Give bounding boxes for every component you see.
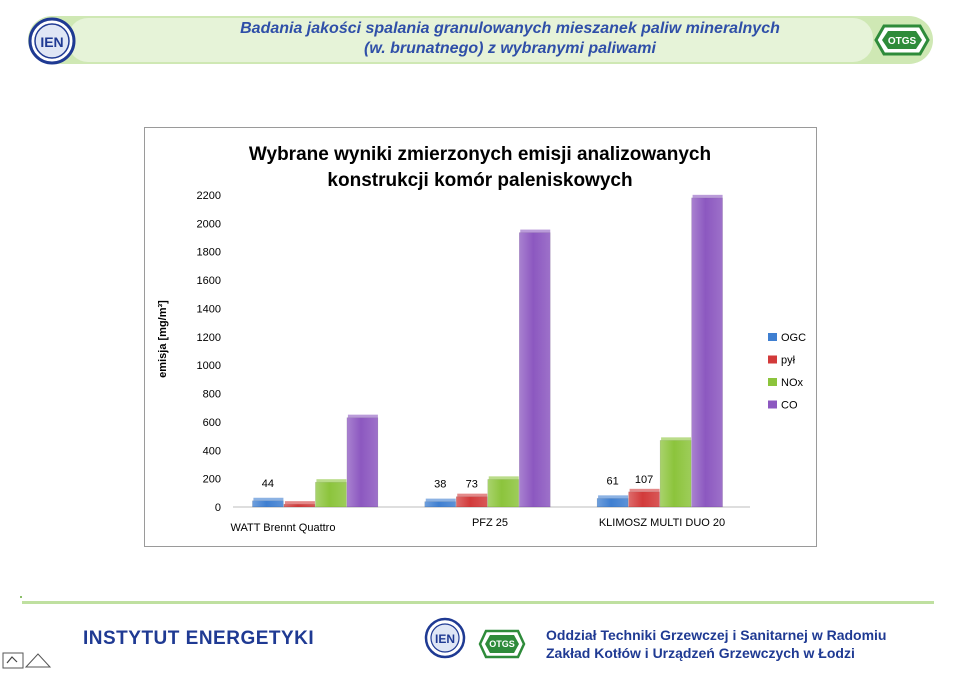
decorative-dot — [20, 596, 22, 598]
bar-top-co-1 — [520, 229, 551, 233]
chart-title-line1: Wybrane wyniki zmierzonych emisji analiz… — [249, 144, 711, 165]
chart-title-line2: konstrukcji komór paleniskowych — [327, 170, 632, 191]
bar-top-ogc-1 — [425, 498, 456, 502]
legend-label-nox: NOx — [781, 377, 804, 389]
bar-top-co-2 — [692, 194, 723, 198]
header-band — [28, 16, 933, 64]
y-tick-label: 200 — [203, 474, 221, 486]
bar-ogc-0 — [252, 500, 284, 508]
y-tick-label: 400 — [203, 445, 221, 457]
footer-divider — [22, 601, 934, 604]
ien-logo-icon: IEN — [28, 17, 76, 65]
legend-swatch-nox — [768, 378, 777, 386]
otgs-logo-icon: OTGS — [874, 24, 930, 56]
legend-swatch-ogc — [768, 333, 777, 341]
y-tick-label: 600 — [203, 417, 221, 429]
emission-bar-chart: Wybrane wyniki zmierzonych emisji analiz… — [157, 144, 806, 534]
bar-ogc-1 — [424, 501, 456, 508]
footer-ien-logo-text: IEN — [435, 632, 455, 646]
bar-ogc-2 — [596, 498, 629, 508]
data-label-pył-1: 73 — [466, 479, 478, 491]
bar-pył-0 — [283, 503, 316, 508]
bar-pył-1 — [456, 496, 488, 508]
y-tick-label: 1200 — [197, 332, 221, 344]
bar-top-pył-2 — [629, 488, 660, 492]
bar-top-nox-0 — [316, 479, 347, 483]
y-tick-label: 1600 — [197, 275, 221, 287]
footer-institute-name: INSTYTUT ENERGETYKI — [83, 628, 315, 649]
slide-title-line1: Badania jakości spalania granulowanych m… — [240, 20, 780, 37]
y-tick-label: 1400 — [197, 303, 221, 315]
bar-co-2 — [691, 197, 723, 508]
y-tick-label: 1800 — [197, 247, 221, 259]
bar-top-nox-1 — [488, 476, 519, 480]
bar-top-ogc-0 — [253, 497, 284, 501]
footer-department-line2: Zakład Kotłów i Urządzeń Grzewczych w Ło… — [546, 645, 855, 661]
data-label-ogc-2: 61 — [606, 475, 618, 487]
footer-department-line1: Oddział Techniki Grzewczej i Sanitarnej … — [546, 627, 887, 643]
legend-label-ogc: OGC — [781, 332, 806, 344]
slide-title-line2: (w. brunatnego) z wybranymi paliwami — [364, 40, 656, 57]
data-label-ogc-0: 44 — [262, 478, 274, 490]
legend-swatch-co — [768, 400, 777, 409]
header-band-inner — [68, 18, 873, 62]
category-label-1: PFZ 25 — [472, 517, 508, 529]
chart-frame: Wybrane wyniki zmierzonych emisji analiz… — [144, 127, 817, 547]
footer-ien-logo-icon: IEN — [424, 617, 466, 659]
y-tick-label: 800 — [203, 389, 221, 401]
bar-nox-0 — [315, 481, 347, 508]
category-label-0: WATT Brennt Quattro — [231, 522, 336, 534]
bar-top-pył-0 — [284, 501, 315, 505]
y-tick-label: 0 — [215, 502, 221, 514]
bar-top-pył-1 — [457, 493, 488, 497]
y-tick-label: 2000 — [197, 218, 221, 230]
legend-swatch-pył — [768, 355, 777, 364]
otgs-logo-text: OTGS — [888, 36, 917, 47]
y-tick-label: 2200 — [197, 190, 221, 202]
bar-pył-2 — [628, 491, 660, 508]
slide-nav-pen-icon[interactable] — [2, 650, 52, 670]
y-tick-label: 1000 — [197, 360, 221, 372]
legend-label-pył: pył — [781, 355, 796, 367]
footer-otgs-logo-icon: OTGS — [478, 629, 526, 659]
bar-co-1 — [519, 232, 551, 508]
ien-logo-text: IEN — [40, 34, 63, 50]
bar-top-nox-2 — [661, 437, 692, 441]
footer-otgs-logo-text: OTGS — [489, 639, 515, 649]
category-label-2: KLIMOSZ MULTI DUO 20 — [599, 517, 725, 529]
data-label-pył-2: 107 — [635, 474, 653, 486]
bar-co-0 — [346, 417, 379, 508]
y-axis-label: emisja [mg/m³] — [157, 300, 169, 378]
bar-nox-2 — [659, 440, 692, 508]
bar-nox-1 — [487, 479, 519, 508]
data-label-ogc-1: 38 — [434, 479, 446, 491]
legend-label-co: CO — [781, 400, 798, 412]
bar-top-ogc-2 — [598, 495, 629, 499]
bar-top-co-0 — [347, 414, 378, 418]
